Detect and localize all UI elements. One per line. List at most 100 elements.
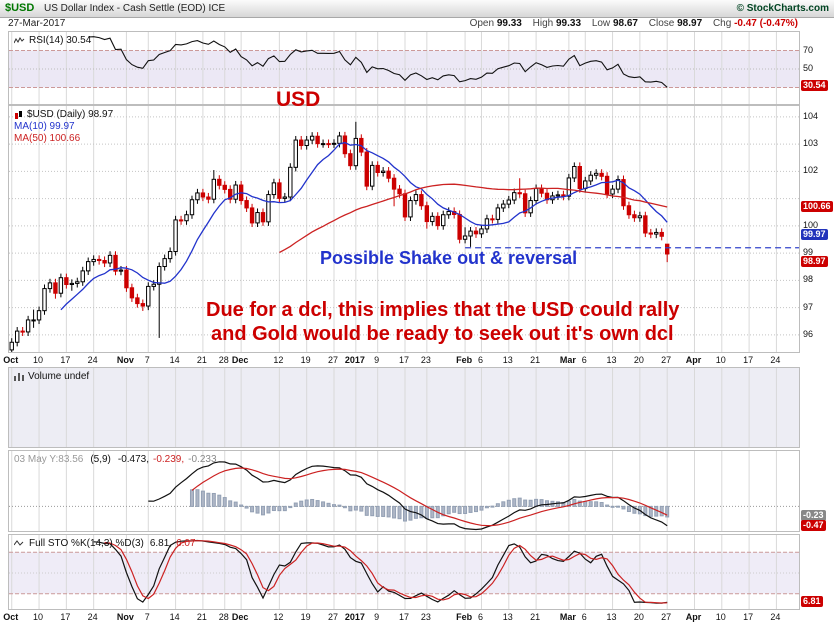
y-axis-label: 96: [803, 328, 814, 339]
x-axis-tick: Feb: [456, 355, 473, 365]
x-axis-tick: 24: [87, 355, 98, 365]
x-axis-tick: 14: [169, 355, 180, 365]
stoch-label-text: Full STO %K(14,3) %D(3): [29, 537, 144, 549]
rsi-label: RSI(14) 30.54: [14, 34, 91, 46]
x-axis-tick: 12: [273, 612, 284, 622]
y-axis-value-badge: 99.97: [801, 228, 828, 240]
x-axis-tick: 19: [300, 355, 311, 365]
annotation-dcl-line1: Due for a dcl, this implies that the USD…: [206, 299, 680, 321]
low-value: 98.67: [612, 18, 638, 29]
x-axis-tick: 17: [60, 355, 71, 365]
x-axis-tick: Dec: [231, 612, 249, 622]
symbol-label: $USD: [5, 2, 35, 14]
open-label: Open: [469, 18, 495, 29]
macd-value-2: -0.239,: [153, 453, 185, 465]
annotation-shakeout: Possible Shake out & reversal: [320, 248, 578, 268]
macd-value-3: -0.233: [188, 453, 217, 465]
x-axis-tick: 2017: [344, 612, 365, 622]
ohlc-readout: Open 99.33 High 99.33 Low 98.67 Close 98…: [462, 18, 798, 29]
volume-label-text: Volume undef: [28, 370, 90, 382]
y-axis-label: 104: [803, 110, 819, 121]
x-axis-tick: 10: [715, 612, 726, 622]
rsi-icon: [14, 36, 25, 45]
y-axis-label: 103: [803, 138, 819, 149]
x-axis-lower: Oct 10 17 24 Nov 7 14 21 28 Dec 12 19 27 2017 9 17 23 Feb…: [3, 612, 800, 625]
x-axis-tick: 21: [196, 355, 207, 365]
annotation-dcl-line2: and Gold would be ready to seek out it's…: [211, 323, 674, 345]
x-axis-tick: 7: [144, 355, 150, 365]
low-label: Low: [591, 18, 611, 29]
x-axis-upper: Oct 10 17 24 Nov 7 14 21 28 Dec 12 19 27 2017 9 17 23 Feb…: [3, 355, 800, 368]
x-axis-tick: 23: [420, 612, 431, 622]
x-axis-tick: Oct: [3, 612, 19, 622]
y-axis-value-badge: -0.47: [801, 520, 826, 532]
x-axis-tick: 10: [715, 355, 726, 365]
x-axis-tick: 27: [661, 355, 672, 365]
volume-plot: [11, 368, 777, 447]
x-axis-tick: 23: [420, 355, 431, 365]
x-axis-tick: Apr: [685, 612, 702, 622]
x-axis-tick: 27: [661, 612, 672, 622]
stoch-plot: [9, 535, 799, 609]
x-axis-tick: Apr: [685, 355, 702, 365]
x-axis-tick: 13: [502, 355, 513, 365]
x-axis-tick: 2017: [344, 355, 365, 365]
close-value: 98.97: [677, 18, 703, 29]
macd-label: 03 May Y:83.56 (5,9) -0.473, -0.239, -0.…: [14, 453, 217, 465]
y-axis-label: 50: [803, 63, 814, 73]
y-axis-label: 98: [803, 274, 814, 285]
volume-label: Volume undef: [14, 370, 89, 382]
rsi-label-text: RSI(14) 30.54: [29, 34, 92, 46]
x-axis-tick: 6: [581, 355, 587, 365]
x-axis-tick: 28: [218, 355, 229, 365]
x-axis-tick: 12: [273, 355, 284, 365]
y-axis-value-badge: 30.54: [801, 80, 828, 91]
macd-panel: [8, 450, 800, 532]
x-axis-tick: 17: [60, 612, 71, 622]
chart-header: $USD US Dollar Index - Cash Settle (EOD)…: [0, 0, 834, 18]
annotation-usd: USD: [276, 88, 321, 111]
chg-label: Chg: [712, 18, 732, 29]
x-axis-tick: 9: [374, 612, 380, 622]
macd-params: (5,9): [90, 453, 111, 465]
x-axis-tick: 20: [633, 355, 644, 365]
stoch-k-value: 6.81,: [149, 537, 173, 549]
open-value: 99.33: [496, 18, 522, 29]
price-panel: [8, 105, 800, 353]
candlestick-icon: [14, 110, 23, 120]
x-axis-tick: 6: [477, 355, 483, 365]
macd-plot: [9, 451, 799, 531]
chart-title: US Dollar Index - Cash Settle (EOD) ICE: [44, 3, 226, 14]
x-axis-tick: 6: [581, 612, 587, 622]
stoch-label: Full STO %K(14,3) %D(3) 6.81, 6.07: [14, 537, 196, 549]
high-label: High: [532, 18, 554, 29]
ma50-legend: MA(50) 100.66: [14, 133, 81, 144]
x-axis-tick: 19: [300, 612, 311, 622]
y-axis-value-badge: 6.81: [801, 595, 823, 607]
x-axis-tick: 27: [327, 612, 338, 622]
rsi-plot: [9, 32, 799, 104]
x-axis-tick: Nov: [116, 355, 134, 365]
x-axis-tick: 21: [530, 612, 541, 622]
stoch-icon: [14, 539, 25, 548]
x-axis-tick: 27: [327, 355, 338, 365]
x-axis-tick: Nov: [116, 612, 134, 622]
ma10-legend: MA(10) 99.97: [14, 121, 75, 132]
y-axis-label: 97: [803, 301, 814, 312]
rsi-panel: [8, 31, 800, 105]
price-legend: $USD (Daily) 98.97 MA(10) 99.97 MA(50) 1…: [14, 109, 113, 145]
x-axis-tick: 14: [169, 612, 180, 622]
x-axis-tick: 17: [398, 612, 410, 622]
x-axis-tick: Mar: [559, 612, 576, 622]
x-axis-tick: Oct: [3, 355, 19, 365]
y-axis-value-badge: 100.66: [801, 200, 833, 212]
x-axis-tick: 9: [374, 355, 380, 365]
x-axis-tick: 24: [770, 355, 781, 365]
quote-date: 27-Mar-2017: [8, 18, 66, 29]
x-axis-tick: Mar: [559, 355, 576, 365]
chg-value: -0.47 (-0.47%): [734, 18, 798, 29]
x-axis-tick: 17: [743, 355, 754, 365]
x-axis-tick: 6: [477, 612, 483, 622]
y-axis-label: 102: [803, 165, 819, 176]
